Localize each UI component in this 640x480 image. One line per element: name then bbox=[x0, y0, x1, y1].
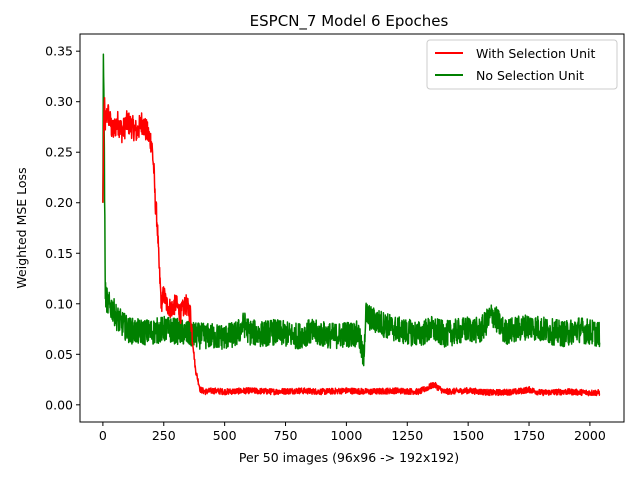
y-axis: 0.00 0.05 0.10 0.15 0.20 0.25 0.30 0.35 bbox=[45, 44, 80, 412]
y-tick-label: 0.15 bbox=[45, 246, 73, 261]
y-tick-label: 0.00 bbox=[45, 397, 73, 412]
plot-frame bbox=[79, 33, 625, 423]
y-tick-label: 0.20 bbox=[45, 195, 73, 210]
legend-box bbox=[426, 39, 618, 90]
y-tick-label: 0.05 bbox=[45, 347, 73, 362]
y-tick-label: 0.30 bbox=[45, 94, 73, 109]
x-tick-label: 1250 bbox=[391, 428, 423, 443]
x-axis: 0 250 500 750 1000 1250 1500 1750 2000 bbox=[99, 422, 606, 443]
legend-label-no-selection: No Selection Unit bbox=[476, 68, 584, 83]
y-axis-label: Weighted MSE Loss bbox=[14, 167, 29, 288]
series-no-selection-unit bbox=[102, 53, 601, 367]
x-tick-label: 0 bbox=[99, 428, 107, 443]
y-tick-label: 0.35 bbox=[45, 44, 73, 59]
y-tick-label: 0.25 bbox=[45, 145, 73, 160]
series-layer bbox=[102, 53, 601, 397]
x-tick-label: 2000 bbox=[574, 428, 606, 443]
legend-label-with-selection: With Selection Unit bbox=[476, 46, 595, 61]
x-tick-label: 500 bbox=[213, 428, 237, 443]
x-tick-label: 1000 bbox=[330, 428, 362, 443]
x-tick-label: 250 bbox=[152, 428, 176, 443]
y-tick-label: 0.10 bbox=[45, 296, 73, 311]
x-axis-label: Per 50 images (96x96 -> 192x192) bbox=[239, 450, 459, 465]
x-tick-label: 750 bbox=[274, 428, 298, 443]
legend: With Selection Unit No Selection Unit bbox=[426, 39, 618, 90]
series-with-selection-unit bbox=[102, 97, 601, 397]
x-tick-label: 1750 bbox=[513, 428, 545, 443]
x-tick-label: 1500 bbox=[452, 428, 484, 443]
chart-title: ESPCN_7 Model 6 Epoches bbox=[250, 12, 449, 31]
